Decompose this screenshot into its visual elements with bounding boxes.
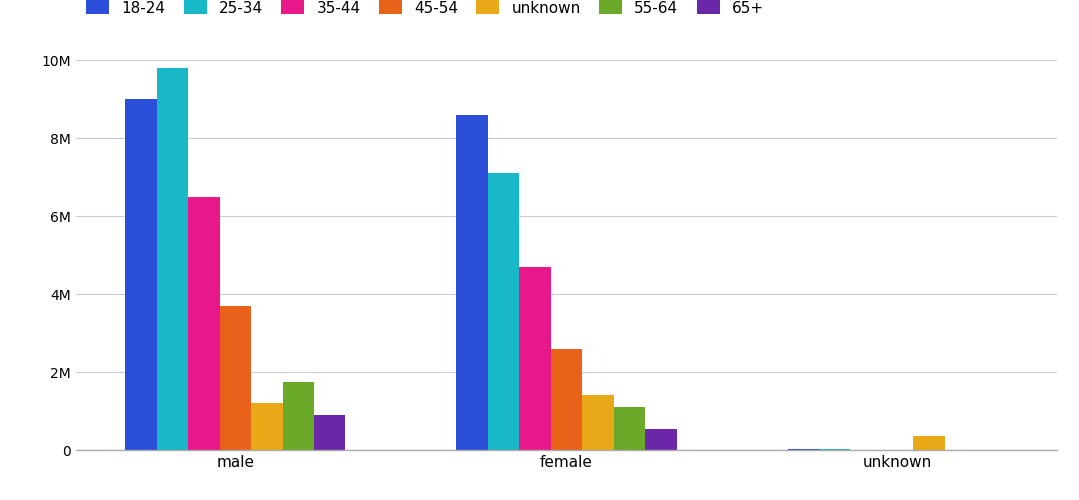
Bar xyxy=(314,415,345,450)
Bar xyxy=(583,396,614,450)
Bar xyxy=(220,306,251,450)
Bar xyxy=(156,68,188,450)
Bar xyxy=(519,266,550,450)
Bar xyxy=(550,348,583,450)
Bar xyxy=(188,196,220,450)
Bar xyxy=(488,173,519,450)
Bar xyxy=(283,382,314,450)
Bar xyxy=(251,403,283,450)
Bar xyxy=(788,449,819,450)
Bar xyxy=(913,436,945,450)
Bar xyxy=(125,99,156,450)
Legend: 18-24, 25-34, 35-44, 45-54, unknown, 55-64, 65+: 18-24, 25-34, 35-44, 45-54, unknown, 55-… xyxy=(83,0,767,18)
Bar xyxy=(819,449,850,450)
Bar xyxy=(614,407,645,450)
Bar xyxy=(645,428,677,450)
Bar xyxy=(456,114,488,450)
